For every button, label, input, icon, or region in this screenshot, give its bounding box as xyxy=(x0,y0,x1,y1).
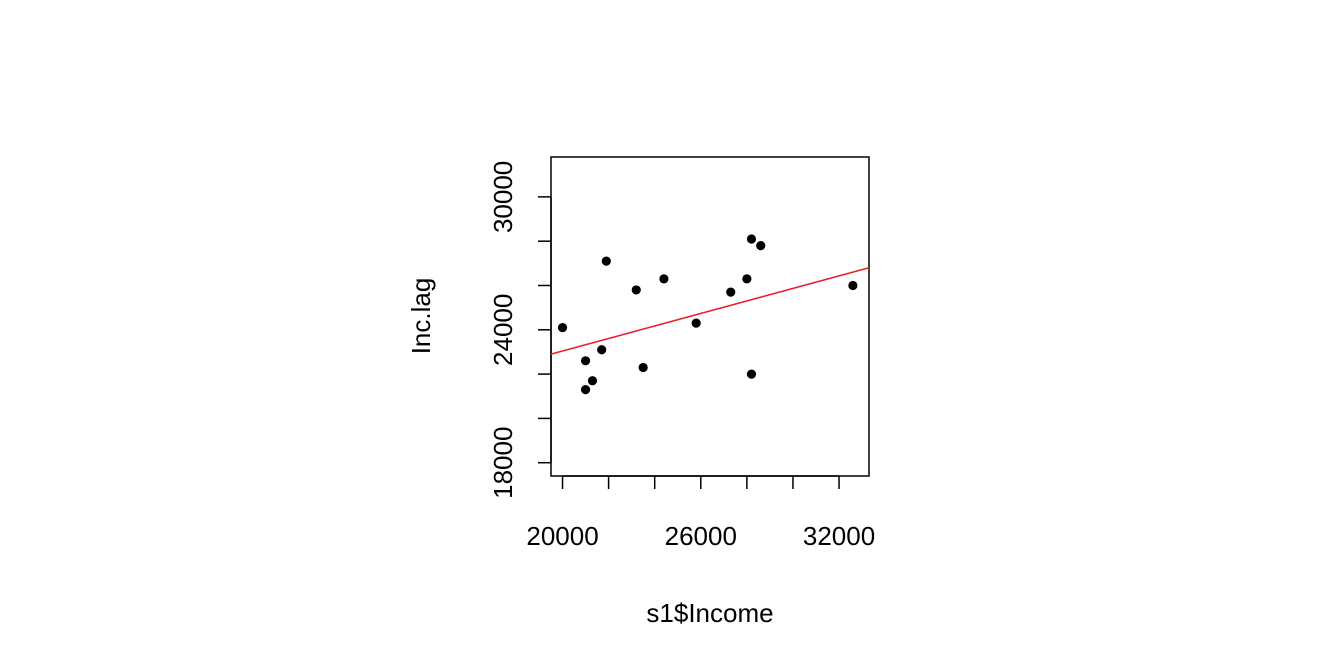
data-point xyxy=(746,234,757,244)
data-point xyxy=(756,241,766,251)
data-point xyxy=(746,369,757,379)
x-axis-title: s1$Income xyxy=(646,598,773,628)
regression-line xyxy=(550,266,870,355)
data-point xyxy=(580,385,591,395)
data-point xyxy=(659,274,669,284)
plot-frame xyxy=(550,156,870,477)
x-tick-label: 32000 xyxy=(803,521,875,551)
data-point xyxy=(691,318,701,328)
data-point xyxy=(726,287,736,297)
data-point xyxy=(638,362,648,373)
y-axis-title: Inc.lag xyxy=(406,278,436,355)
data-point xyxy=(587,376,598,386)
data-point xyxy=(742,274,752,284)
fit-line-layer xyxy=(550,266,870,355)
y-tick-label: 18000 xyxy=(488,427,518,499)
data-point xyxy=(631,285,641,295)
data-point xyxy=(557,322,568,333)
y-tick-label: 30000 xyxy=(488,161,518,233)
points-layer xyxy=(557,234,858,395)
data-point xyxy=(580,356,591,366)
data-point xyxy=(597,345,607,355)
y-axis: 18000 24000 30000 xyxy=(488,161,552,499)
data-point xyxy=(848,280,858,291)
x-tick-label: 20000 xyxy=(526,521,598,551)
x-axis: 20000 26000 32000 xyxy=(526,475,875,551)
y-tick-label: 24000 xyxy=(488,294,518,366)
data-point xyxy=(601,256,611,266)
x-tick-label: 26000 xyxy=(665,521,737,551)
